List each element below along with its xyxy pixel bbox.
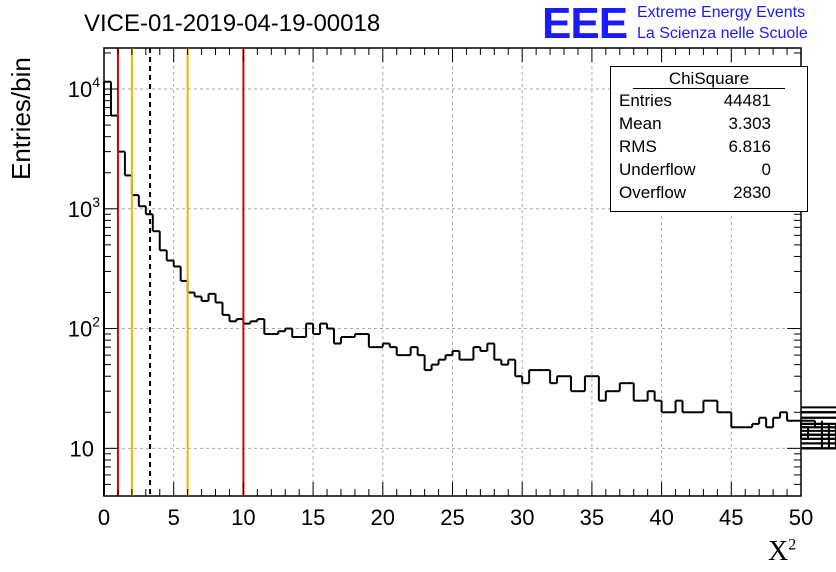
- x-tick-label: 5: [168, 505, 180, 530]
- reference-lines: [116, 48, 245, 496]
- stats-row: RMS 6.816: [619, 137, 771, 156]
- x-tick-label: 40: [649, 505, 673, 530]
- x-axis-label: X2: [768, 536, 797, 567]
- x-tick-label: 15: [301, 505, 325, 530]
- x-tick-label: 0: [98, 505, 110, 530]
- x-tick-label: 20: [371, 505, 395, 530]
- logo-line-1: Extreme Energy Events: [637, 4, 806, 21]
- y-tick-labels: 10 102 103 104: [68, 74, 100, 461]
- logo-line-2: La Scienza nelle Scuole: [637, 25, 808, 42]
- y-tick-label: 104: [68, 74, 100, 102]
- x-tick-label: 10: [231, 505, 255, 530]
- chart-title: VICE-01-2019-04-19-00018: [84, 10, 381, 37]
- stats-row: Entries 44481: [619, 91, 771, 110]
- y-axis-label: Entries/bin: [6, 57, 36, 180]
- y-tick-label: 10: [70, 436, 94, 461]
- x-tick-label: 45: [719, 505, 743, 530]
- x-tick-label: 50: [789, 505, 813, 530]
- eee-logo: EEE: [542, 0, 628, 48]
- stats-box: ChiSquare Entries 44481 Mean 3.303 RMS 6.81…: [610, 66, 808, 212]
- y-tick-label: 103: [68, 194, 100, 222]
- y-tick-label: 102: [68, 314, 100, 342]
- x-tick-labels: 0 5 10 15 20 25 30 35 40 45 50: [98, 505, 813, 530]
- x-tick-label: 30: [510, 505, 534, 530]
- x-tick-label: 35: [580, 505, 604, 530]
- stats-row: Mean 3.303: [619, 114, 771, 133]
- histogram: [103, 80, 836, 496]
- stats-row: Underflow 0: [619, 160, 771, 179]
- stats-row: Overflow 2830: [619, 183, 771, 202]
- x-tick-label: 25: [440, 505, 464, 530]
- stats-header: ChiSquare: [611, 69, 807, 91]
